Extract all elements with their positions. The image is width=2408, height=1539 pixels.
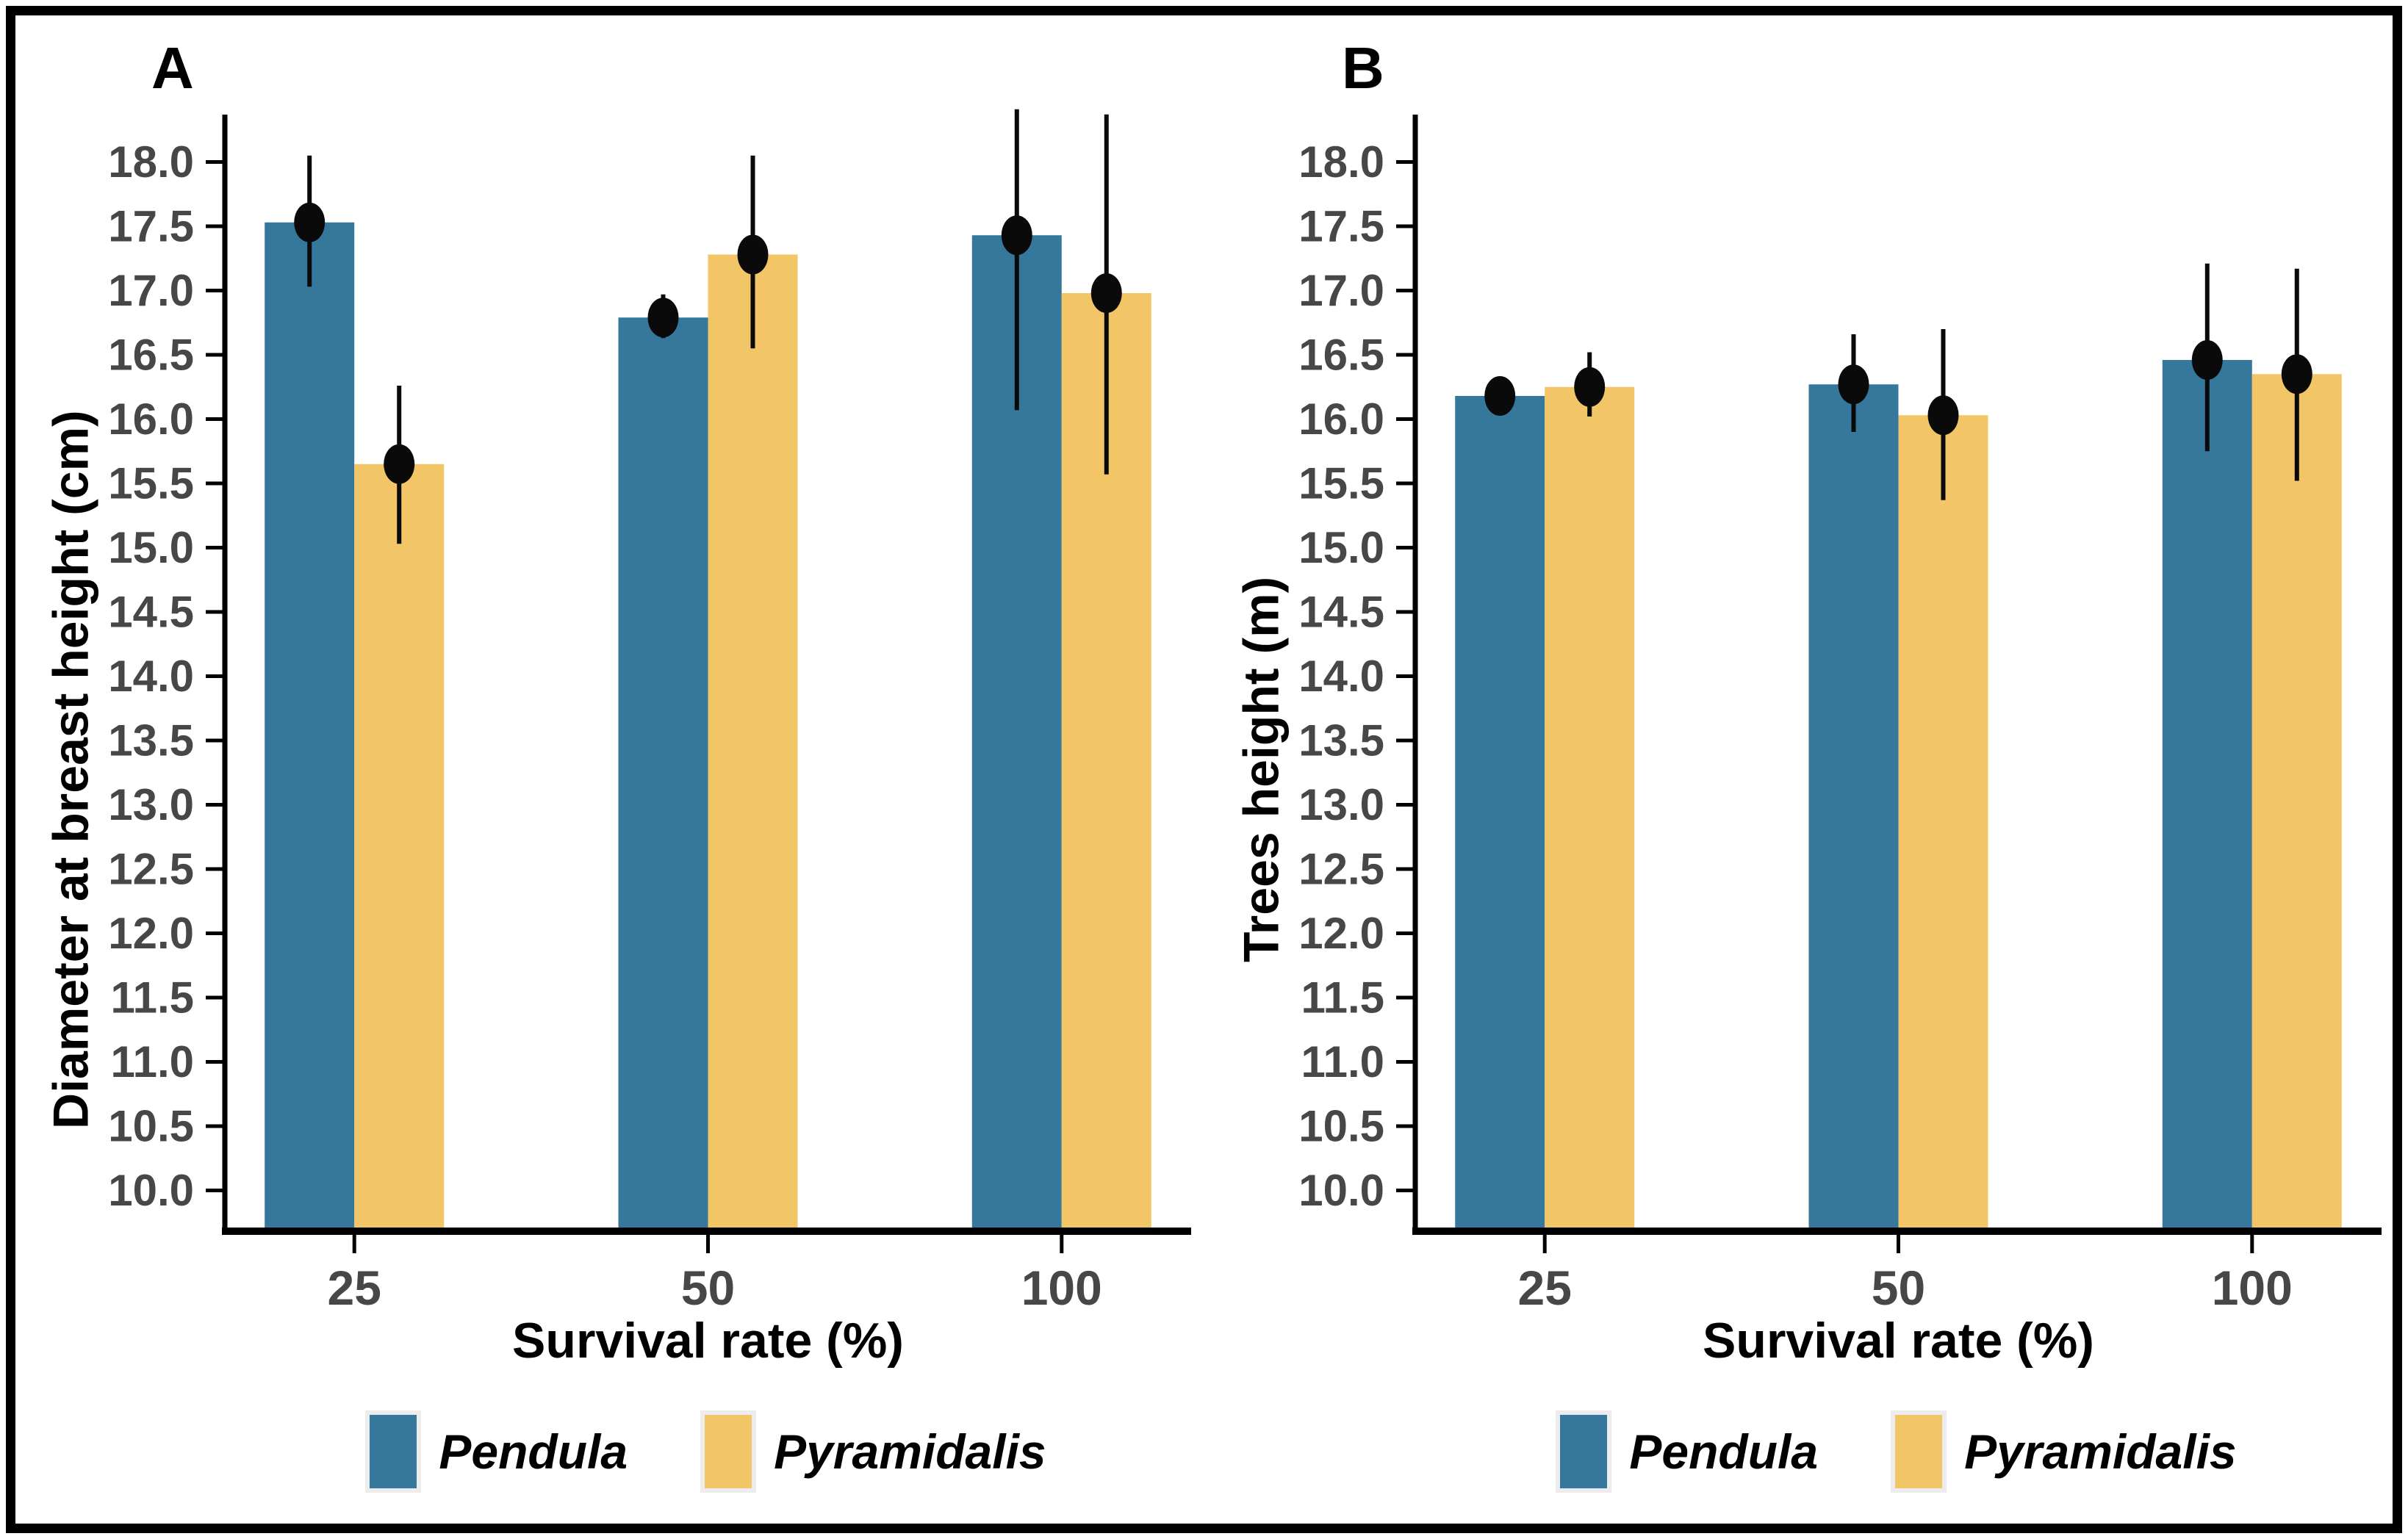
mean-point-pyramidalis-50 <box>1927 395 1959 436</box>
y-tick-label: 12.5 <box>108 845 194 894</box>
y-tick-label: 12.5 <box>1298 845 1384 894</box>
mean-point-pyramidalis-25 <box>1574 367 1606 407</box>
y-tick-label: 11.0 <box>111 1037 194 1086</box>
y-tick-label: 15.5 <box>108 459 194 508</box>
y-tick-label: 10.0 <box>1298 1166 1384 1215</box>
mean-point-pendula-50 <box>647 298 679 338</box>
legend-b: Pendula Pyramidalis <box>1415 1410 2382 1493</box>
y-tick-label: 18.0 <box>108 137 194 187</box>
mean-point-pendula-50 <box>1838 364 1869 405</box>
y-tick-label: 16.5 <box>1298 331 1384 380</box>
y-tick-label: 15.0 <box>1298 523 1384 572</box>
y-axis-title-a: Diameter at breast height (cm) <box>43 410 99 1129</box>
bar-pyramidalis-50 <box>708 254 798 1231</box>
legend-swatch-pendula <box>365 1410 422 1493</box>
y-tick-label: 16.0 <box>108 394 194 444</box>
y-tick-label: 11.5 <box>111 973 194 1023</box>
x-tick-label: 100 <box>1021 1261 1102 1315</box>
bar-chart-a: 10.0 10.5 11.0 11.5 12.0 12.5 13.0 13.5 14.0 14.5… <box>108 109 1191 1315</box>
bar-pendula-25 <box>1455 396 1545 1231</box>
panel-letter-a: A <box>151 35 194 101</box>
x-tick-label: 25 <box>1517 1261 1571 1315</box>
y-tick-label: 12.0 <box>1298 909 1384 958</box>
y-tick-label: 16.0 <box>1298 394 1384 444</box>
mean-point-pendula-100 <box>1001 215 1032 256</box>
x-axis-title-b: Survival rate (%) <box>1703 1313 2094 1369</box>
y-axis-title-b: Trees height (m) <box>1233 576 1290 963</box>
mean-point-pyramidalis-100 <box>1090 273 1122 313</box>
legend-swatch-pyramidalis <box>1891 1410 1947 1493</box>
bar-chart-b: 10.0 10.5 11.0 11.5 12.0 12.5 13.0 13.5 14.0 14.5… <box>1298 115 2382 1315</box>
y-tick-label: 13.0 <box>1298 780 1384 829</box>
mean-point-pendula-100 <box>2191 340 2223 380</box>
y-tick-label: 10.5 <box>108 1102 194 1151</box>
legend-label-pyramidalis: Pyramidalis <box>1964 1424 2237 1479</box>
y-tick-label: 12.0 <box>108 909 194 958</box>
y-tick-label: 17.5 <box>108 202 194 251</box>
y-tick-label: 11.0 <box>1301 1037 1384 1086</box>
panel-letter-b: B <box>1342 35 1384 101</box>
y-tick-label: 10.5 <box>1298 1102 1384 1151</box>
bar-pendula-25 <box>265 222 355 1231</box>
y-tick-label: 11.5 <box>1301 973 1384 1023</box>
legend-swatch-pyramidalis <box>700 1410 757 1493</box>
y-tick-label: 17.0 <box>108 266 194 315</box>
x-tick-label: 50 <box>681 1261 735 1315</box>
mean-point-pyramidalis-100 <box>2281 354 2312 394</box>
x-tick-label: 25 <box>327 1261 381 1315</box>
legend-a: Pendula Pyramidalis <box>225 1410 1191 1493</box>
x-tick-label: 100 <box>2212 1261 2293 1315</box>
bar-pyramidalis-50 <box>1898 415 1988 1231</box>
legend-label-pyramidalis: Pyramidalis <box>774 1424 1046 1479</box>
mean-point-pendula-25 <box>1484 376 1516 416</box>
legend-label-pendula: Pendula <box>1629 1424 1819 1479</box>
legend-label-pendula: Pendula <box>439 1424 628 1479</box>
y-tick-label: 10.0 <box>108 1166 194 1215</box>
y-tick-label: 13.5 <box>1298 716 1384 765</box>
bar-pyramidalis-100 <box>2251 374 2342 1231</box>
bar-pendula-100 <box>2162 360 2252 1231</box>
y-tick-label: 14.0 <box>108 652 194 701</box>
bar-pyramidalis-25 <box>354 464 445 1231</box>
mean-point-pyramidalis-25 <box>384 444 415 484</box>
y-tick-label: 13.0 <box>108 780 194 829</box>
y-tick-label: 14.5 <box>108 588 194 637</box>
figure-frame: A Diameter at breast height (cm) 10.0 10.… <box>6 6 2402 1533</box>
y-tick-label: 14.5 <box>1298 588 1384 637</box>
panel-a: A Diameter at breast height (cm) 10.0 10.… <box>15 15 1206 1524</box>
bar-pendula-50 <box>1808 384 1899 1231</box>
y-tick-label: 15.0 <box>108 523 194 572</box>
x-tick-label: 50 <box>1872 1261 1925 1315</box>
x-axis-title-a: Survival rate (%) <box>512 1313 904 1369</box>
y-tick-label: 17.5 <box>1298 202 1384 251</box>
y-tick-label: 14.0 <box>1298 652 1384 701</box>
panel-b: B Trees height (m) 10.0 10.5 11.0 11.5 12.0 1… <box>1206 15 2393 1524</box>
mean-point-pendula-25 <box>294 202 326 242</box>
y-tick-label: 18.0 <box>1298 137 1384 187</box>
y-tick-label: 15.5 <box>1298 459 1384 508</box>
y-tick-label: 13.5 <box>108 716 194 765</box>
bar-pyramidalis-25 <box>1545 386 1635 1231</box>
mean-point-pyramidalis-50 <box>737 234 769 275</box>
bar-pendula-50 <box>618 317 708 1231</box>
y-tick-label: 17.0 <box>1298 266 1384 315</box>
legend-swatch-pendula <box>1556 1410 1612 1493</box>
y-tick-label: 16.5 <box>108 331 194 380</box>
